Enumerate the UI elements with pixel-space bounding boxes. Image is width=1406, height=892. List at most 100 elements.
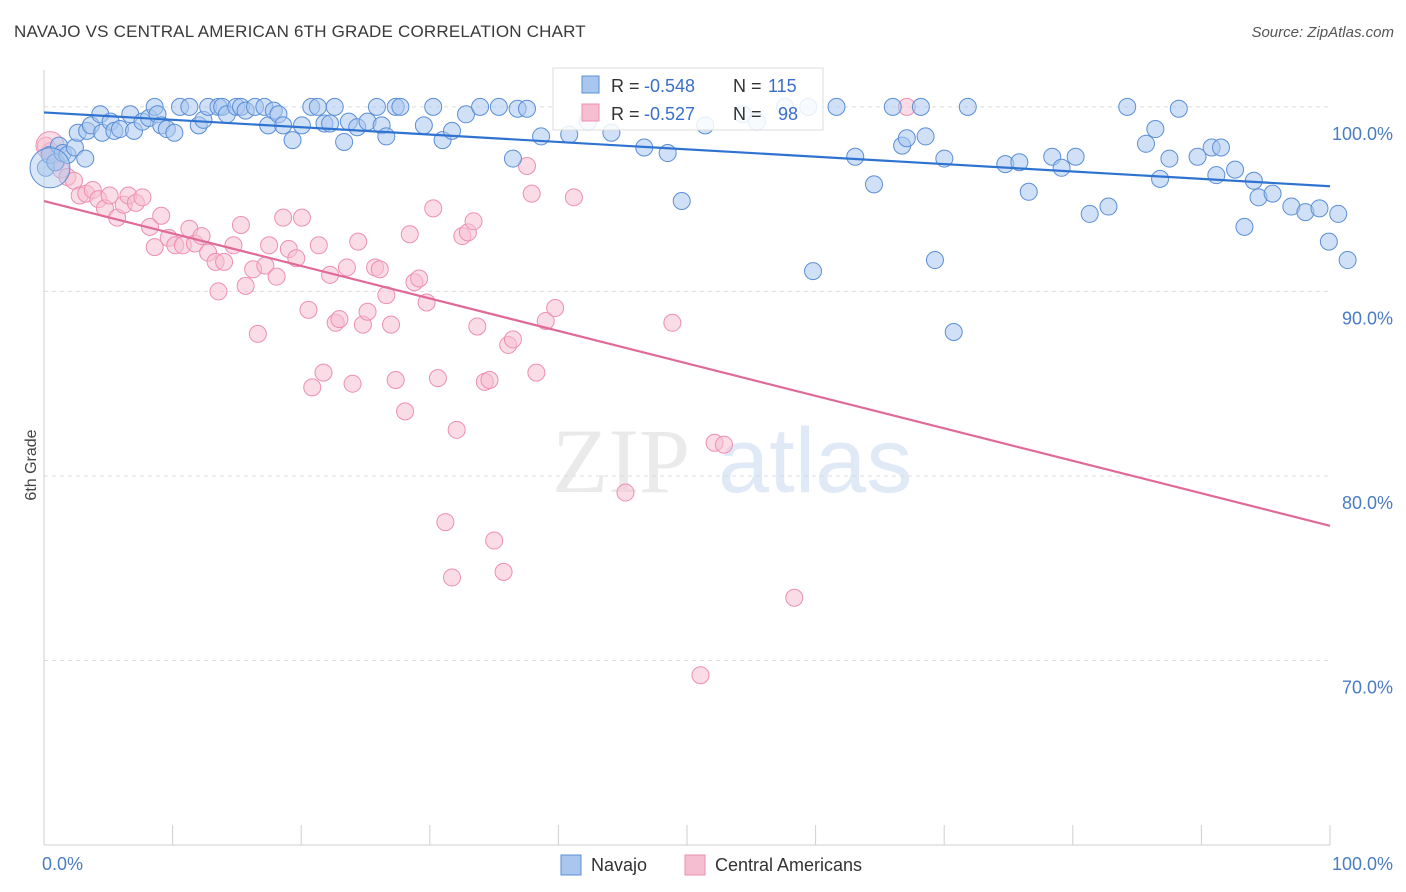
- navajo-point: [308, 97, 327, 116]
- central-americans-point: [564, 188, 583, 207]
- stats-navajo-n-value: 115: [768, 76, 797, 96]
- central-americans-point: [546, 299, 565, 318]
- navajo-point: [883, 97, 902, 116]
- central-americans-point: [485, 531, 504, 550]
- central-americans-point: [152, 206, 171, 225]
- central-americans-point: [447, 420, 466, 439]
- navajo-point: [1146, 120, 1165, 139]
- stats-central-swatch: [581, 103, 600, 122]
- central-americans-point: [248, 324, 267, 343]
- central-americans-point: [309, 236, 328, 255]
- central-americans-point: [260, 236, 279, 255]
- central-americans-point: [292, 208, 311, 227]
- navajo-point: [911, 97, 930, 116]
- navajo-point: [1118, 97, 1137, 116]
- stats-central-n-label: N =: [733, 104, 762, 124]
- stats-central-r-value: -0.527: [644, 104, 695, 124]
- central-americans-trend-line: [43, 199, 1331, 527]
- central-americans-point: [386, 371, 405, 389]
- x-tick-label-0: 0.0%: [42, 854, 83, 874]
- navajo-point: [1212, 138, 1231, 157]
- central-americans-point: [517, 156, 536, 175]
- central-americans-point: [231, 216, 250, 234]
- central-americans-point: [343, 374, 362, 393]
- navajo-point: [1263, 184, 1282, 203]
- navajo-point: [503, 149, 522, 168]
- central-americans-point: [267, 267, 286, 286]
- trend-lines: [43, 111, 1331, 527]
- central-americans-point: [494, 562, 513, 581]
- legend-central-swatch: [684, 854, 706, 876]
- central-americans-point: [358, 302, 377, 321]
- central-americans-point: [236, 276, 255, 295]
- central-americans-point: [330, 310, 349, 329]
- navajo-point: [391, 97, 410, 116]
- navajo-point: [29, 147, 71, 189]
- central-americans-point: [522, 184, 541, 203]
- navajo-point: [1235, 217, 1254, 236]
- navajo-point: [897, 129, 916, 148]
- navajo-point: [1151, 169, 1170, 188]
- navajo-point: [1169, 99, 1188, 118]
- central-americans-point: [349, 232, 368, 251]
- navajo-point: [958, 97, 977, 116]
- navajo-points: [29, 97, 1357, 342]
- central-americans-point: [424, 199, 443, 218]
- navajo-point: [1010, 153, 1029, 172]
- navajo-point: [1099, 197, 1118, 216]
- navajo-point: [1052, 158, 1071, 177]
- navajo-point: [1338, 251, 1357, 270]
- navajo-point: [1310, 199, 1329, 218]
- legend: Navajo Central Americans: [560, 854, 862, 876]
- central-americans-point: [133, 188, 152, 207]
- navajo-point: [1080, 204, 1099, 223]
- navajo-point: [165, 123, 184, 142]
- x-tick-label-100: 100.0%: [1332, 854, 1393, 874]
- stats-navajo-r-label: R =: [611, 76, 640, 96]
- central-americans-point: [410, 269, 429, 288]
- navajo-point: [325, 97, 344, 116]
- central-americans-point: [299, 300, 318, 319]
- stats-navajo-r-value: -0.548: [644, 76, 695, 96]
- y-tick-label-70: 70.0%: [1342, 677, 1393, 697]
- navajo-point: [180, 97, 199, 116]
- y-axis-label: 6th Grade: [23, 429, 40, 500]
- central-americans-point: [400, 225, 419, 244]
- navajo-point: [292, 116, 311, 135]
- central-americans-point: [209, 282, 228, 301]
- central-americans-point: [616, 483, 635, 502]
- source-label: Source: ZipAtlas.com: [1251, 24, 1394, 41]
- navajo-point: [804, 262, 823, 281]
- central-americans-point: [396, 402, 415, 421]
- central-americans-point: [785, 588, 804, 607]
- central-americans-point: [145, 238, 164, 257]
- central-americans-point: [303, 378, 322, 397]
- central-americans-point: [215, 252, 234, 271]
- navajo-point: [944, 323, 963, 342]
- grid-lines: [44, 106, 1330, 661]
- stats-navajo-swatch: [581, 75, 600, 94]
- navajo-trend-line: [43, 111, 1331, 188]
- legend-navajo-label: Navajo: [591, 855, 647, 875]
- navajo-point: [1066, 147, 1085, 166]
- stats-central-r-label: R =: [611, 104, 640, 124]
- navajo-point: [471, 97, 490, 116]
- navajo-point: [1136, 134, 1155, 153]
- legend-navajo-swatch: [560, 854, 582, 876]
- central-americans-point: [100, 186, 119, 205]
- y-tick-label-100: 100.0%: [1332, 124, 1393, 144]
- navajo-point: [1319, 232, 1338, 251]
- central-americans-point: [314, 363, 333, 382]
- central-americans-point: [464, 212, 483, 231]
- central-americans-point: [663, 313, 682, 332]
- navajo-point: [865, 175, 884, 194]
- navajo-point: [283, 131, 302, 150]
- navajo-point: [1226, 160, 1245, 179]
- navajo-point: [1160, 149, 1179, 168]
- central-americans-point: [536, 311, 555, 330]
- navajo-point: [517, 99, 536, 118]
- central-americans-point: [287, 249, 306, 268]
- y-tick-label-90: 90.0%: [1342, 308, 1393, 328]
- central-americans-point: [436, 513, 455, 532]
